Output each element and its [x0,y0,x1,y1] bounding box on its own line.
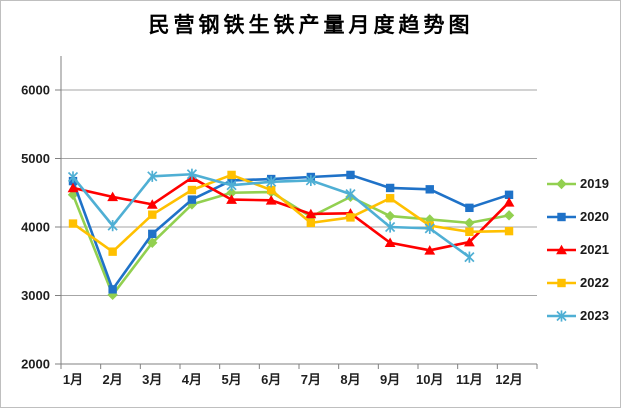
svg-text:7月: 7月 [301,372,321,387]
svg-text:12月: 12月 [495,372,522,387]
legend: 2019 2020 2021 2022 2023 [546,167,609,332]
svg-text:11月: 11月 [456,372,483,387]
legend-item-2022: 2022 [546,266,609,299]
legend-label: 2023 [580,307,609,323]
square-marker-icon [546,276,577,290]
square-marker-icon [546,210,577,224]
svg-text:10月: 10月 [416,372,443,387]
svg-text:5000: 5000 [21,151,50,166]
svg-text:8月: 8月 [340,372,360,387]
svg-text:1月: 1月 [63,372,83,387]
chart-title: 民营钢铁生铁产量月度趋势图 [148,14,474,37]
svg-text:4000: 4000 [21,220,50,235]
svg-text:3000: 3000 [21,288,50,303]
legend-item-2019: 2019 [546,167,609,200]
svg-text:2000: 2000 [21,357,50,372]
legend-item-2023: 2023 [546,299,609,332]
svg-text:4月: 4月 [182,372,202,387]
svg-text:3月: 3月 [142,372,162,387]
legend-label: 2021 [580,241,609,257]
svg-text:2月: 2月 [103,372,123,387]
legend-item-2020: 2020 [546,200,609,233]
legend-label: 2019 [580,175,609,191]
svg-text:9月: 9月 [380,372,400,387]
svg-text:6000: 6000 [21,83,50,98]
legend-label: 2022 [580,274,609,290]
svg-text:6月: 6月 [261,372,281,387]
legend-item-2021: 2021 [546,233,609,266]
diamond-marker-icon [546,177,577,191]
star-marker-icon [546,309,577,323]
svg-text:5月: 5月 [221,372,241,387]
legend-label: 2020 [580,208,609,224]
triangle-marker-icon [546,243,577,257]
